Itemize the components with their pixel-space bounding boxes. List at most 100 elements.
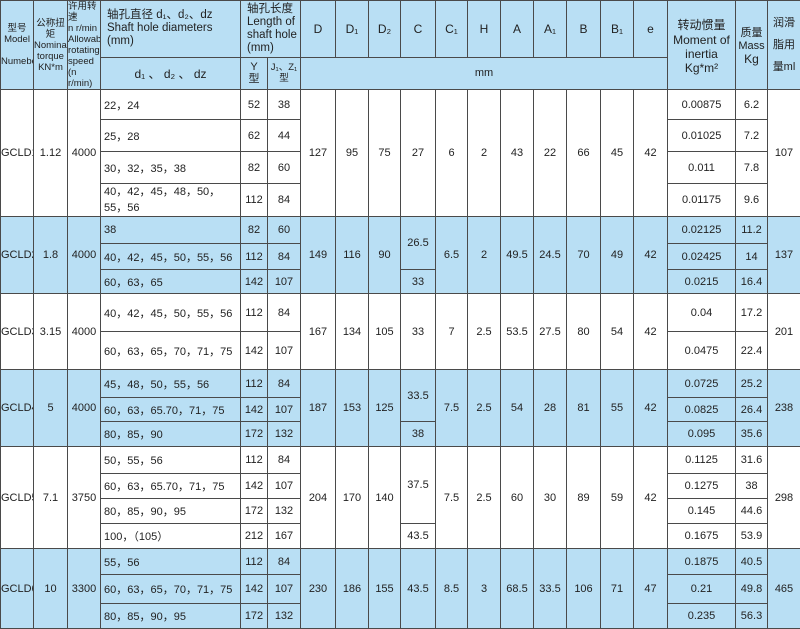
- inertia-cell: 0.1875: [668, 549, 736, 575]
- header-B: B: [567, 1, 601, 58]
- mass-cell: 9.6: [736, 184, 768, 217]
- model-cell: GCLD2: [1, 217, 34, 294]
- mass-cell: 14: [736, 244, 768, 270]
- b1-cell: 55: [601, 370, 634, 447]
- d2-cell: 125: [369, 370, 401, 447]
- diameter-cell: 80，85，90，95: [101, 604, 241, 629]
- c-cell: 38: [401, 422, 436, 447]
- mass-cell: 56.3: [736, 604, 768, 629]
- mass-cell: 16.4: [736, 270, 768, 294]
- a1-cell: 24.5: [534, 217, 567, 294]
- lube-cell: 107: [768, 90, 800, 217]
- h-cell: 3: [468, 549, 501, 629]
- header-C1: C₁: [436, 1, 468, 58]
- jz-length-cell: 60: [268, 152, 301, 184]
- d2-cell: 75: [369, 90, 401, 217]
- jz-length-cell: 132: [268, 604, 301, 629]
- y-length-cell: 212: [241, 524, 268, 549]
- jz-length-cell: 167: [268, 524, 301, 549]
- y-length-cell: 112: [241, 370, 268, 398]
- torque-cell: 10: [34, 549, 68, 629]
- header-lube: 润滑脂用量ml: [768, 1, 800, 90]
- c-cell: 27: [401, 90, 436, 217]
- e-cell: 47: [634, 549, 668, 629]
- jz-length-cell: 107: [268, 575, 301, 604]
- inertia-cell: 0.095: [668, 422, 736, 447]
- inertia-cell: 0.011: [668, 152, 736, 184]
- header-A: A: [501, 1, 534, 58]
- d1-cell: 95: [336, 90, 369, 217]
- torque-cell: 1.8: [34, 217, 68, 294]
- inertia-cell: 0.0825: [668, 398, 736, 422]
- diameter-cell: 40，42，45，50，55，56: [101, 244, 241, 270]
- inertia-cell: 0.02425: [668, 244, 736, 270]
- diameter-cell: 45，48，50，55，56: [101, 370, 241, 398]
- table-row: GCLD610330055，561128423018615543.58.5368…: [1, 549, 800, 575]
- h-cell: 2: [468, 90, 501, 217]
- jz-length-cell: 132: [268, 422, 301, 447]
- jz-length-cell: 84: [268, 294, 301, 332]
- c1-cell: 7.5: [436, 370, 468, 447]
- jz-length-cell: 84: [268, 184, 301, 217]
- diameter-cell: 40，42，45，50，55，56: [101, 294, 241, 332]
- header-H: H: [468, 1, 501, 58]
- mass-cell: 49.8: [736, 575, 768, 604]
- mass-cell: 22.4: [736, 332, 768, 370]
- h-cell: 2.5: [468, 447, 501, 549]
- torque-cell: 7.1: [34, 447, 68, 549]
- b-cell: 106: [567, 549, 601, 629]
- b1-cell: 49: [601, 217, 634, 294]
- d-cell: 204: [301, 447, 336, 549]
- inertia-cell: 0.21: [668, 575, 736, 604]
- speed-cell: 4000: [68, 90, 101, 217]
- jz-length-cell: 107: [268, 270, 301, 294]
- speed-cell: 3750: [68, 447, 101, 549]
- diameter-cell: 50，55，56: [101, 447, 241, 474]
- d-cell: 167: [301, 294, 336, 370]
- jz-length-cell: 60: [268, 217, 301, 244]
- d2-cell: 105: [369, 294, 401, 370]
- c1-cell: 7: [436, 294, 468, 370]
- mass-cell: 31.6: [736, 447, 768, 474]
- table-row: GCLD57.1375050，55，561128420417014037.57.…: [1, 447, 800, 474]
- header-e: e: [634, 1, 668, 58]
- inertia-cell: 0.145: [668, 499, 736, 524]
- jz-length-cell: 84: [268, 244, 301, 270]
- lube-cell: 201: [768, 294, 800, 370]
- diameter-cell: 100，（105）: [101, 524, 241, 549]
- y-length-cell: 142: [241, 474, 268, 499]
- speed-cell: 3300: [68, 549, 101, 629]
- y-length-cell: 172: [241, 499, 268, 524]
- inertia-cell: 0.00875: [668, 90, 736, 120]
- d1-cell: 170: [336, 447, 369, 549]
- b-cell: 81: [567, 370, 601, 447]
- b-cell: 80: [567, 294, 601, 370]
- y-length-cell: 82: [241, 217, 268, 244]
- header-mm-unit: mm: [301, 57, 668, 89]
- d2-cell: 155: [369, 549, 401, 629]
- mass-cell: 40.5: [736, 549, 768, 575]
- b-cell: 89: [567, 447, 601, 549]
- header-D2: D₂: [369, 1, 401, 58]
- y-length-cell: 112: [241, 549, 268, 575]
- diameter-cell: 60，63，65.70，71，75: [101, 474, 241, 499]
- header-D: D: [301, 1, 336, 58]
- c-cell: 43.5: [401, 549, 436, 629]
- inertia-cell: 0.1125: [668, 447, 736, 474]
- c1-cell: 6: [436, 90, 468, 217]
- y-length-cell: 142: [241, 270, 268, 294]
- b-cell: 66: [567, 90, 601, 217]
- jz-length-cell: 107: [268, 332, 301, 370]
- a-cell: 43: [501, 90, 534, 217]
- table-row: GCLD45400045，48，50，55，561128418715312533…: [1, 370, 800, 398]
- inertia-cell: 0.0475: [668, 332, 736, 370]
- mass-cell: 35.6: [736, 422, 768, 447]
- inertia-cell: 0.1275: [668, 474, 736, 499]
